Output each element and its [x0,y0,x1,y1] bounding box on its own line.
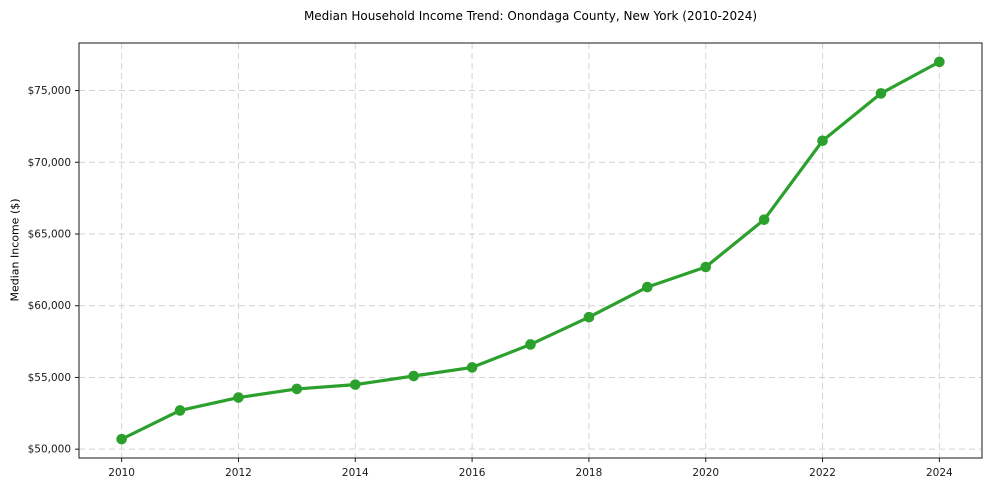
data-point-2020 [700,261,712,273]
x-tick-label: 2016 [459,467,486,479]
x-tick-label: 2012 [225,467,252,479]
x-tick-label: 2022 [809,467,836,479]
x-tick-label: 2024 [926,467,953,479]
plot-border [78,42,983,459]
y-tick-label: $50,000 [28,444,71,456]
y-tick-label: $65,000 [28,229,71,241]
data-point-2017 [525,339,536,350]
y-tick-label: $60,000 [28,300,71,312]
data-point-2013 [291,383,303,395]
data-point-2019 [642,281,653,293]
y-tick-label: $70,000 [28,157,71,169]
data-point-2018 [583,311,595,323]
chart-title: Median Household Income Trend: Onondaga … [303,9,758,23]
data-point-2024 [934,56,945,68]
income-trend-line [120,60,941,441]
data-point-2021 [758,214,770,225]
data-point-2016 [466,362,478,373]
x-tick-label: 2018 [576,467,603,479]
data-point-2010 [116,433,127,445]
data-point-2014 [349,379,361,390]
data-point-2023 [875,88,887,99]
y-tick-label: $75,000 [28,85,71,97]
data-point-2011 [174,405,186,416]
data-point-2022 [817,135,828,147]
y-tick-label: $55,000 [28,372,71,384]
data-point-2012 [233,392,244,403]
x-tick-label: 2010 [108,467,135,479]
x-tick-label: 2014 [342,467,369,479]
x-tick-label: 2020 [692,467,719,479]
data-point-2015 [408,370,419,382]
